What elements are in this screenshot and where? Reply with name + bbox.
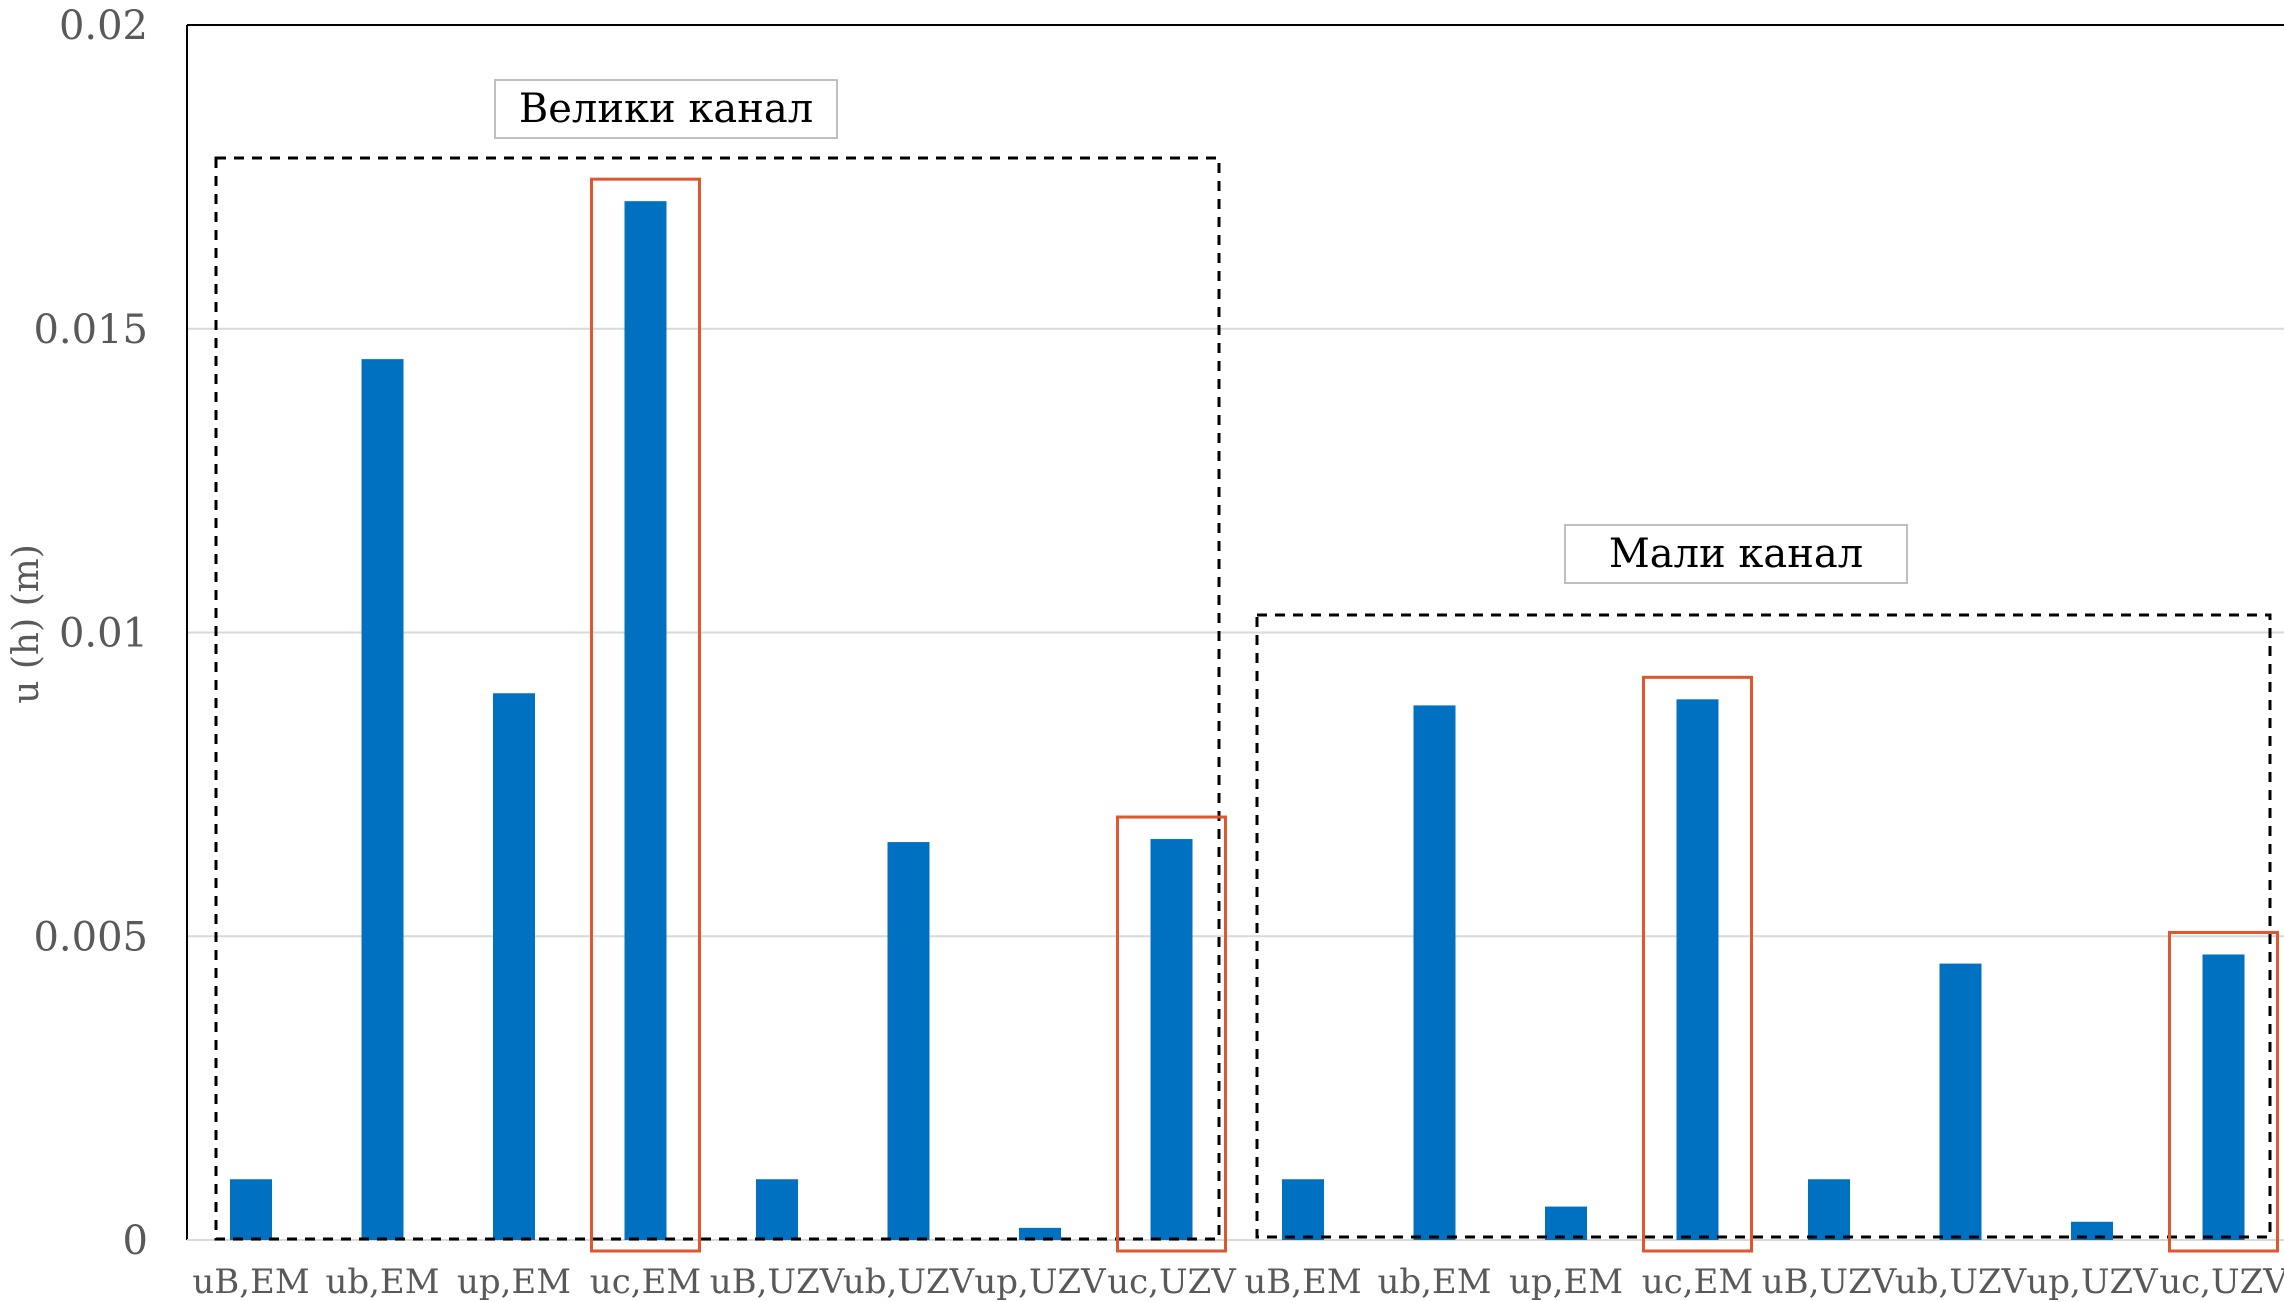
- x-tick-label: ub,UZV: [843, 1262, 976, 1302]
- y-axis-label: u (h) (m): [6, 544, 47, 704]
- group-box: [214, 156, 1221, 1241]
- group-box: [1255, 613, 2272, 1239]
- x-tick-label: uc,EM: [590, 1262, 701, 1302]
- bar: [1282, 1179, 1324, 1240]
- y-tick-label: 0: [123, 1218, 148, 1264]
- group-label-box: [494, 79, 838, 139]
- y-tick-label: 0.01: [59, 611, 148, 657]
- group-boxes: Велики канал Мали канал: [214, 79, 2272, 1241]
- x-tick-label: up,UZV: [974, 1262, 1107, 1302]
- highlight-boxes: [590, 177, 2279, 1253]
- x-tick-label: uc,UZV: [1107, 1262, 1237, 1302]
- x-tick-label: uB,EM: [1244, 1262, 1361, 1302]
- y-tick-label: 0.02: [59, 3, 148, 49]
- bar: [230, 1179, 272, 1240]
- bar: [1413, 705, 1456, 1240]
- y-tick-label: 0.015: [33, 307, 148, 353]
- bar: [1676, 699, 1719, 1240]
- group-label: Велики канал: [519, 86, 813, 132]
- bar: [2071, 1221, 2113, 1240]
- highlight-box: [1642, 675, 1753, 1253]
- x-tick-label: ub,EM: [1377, 1262, 1491, 1302]
- bar: [756, 1179, 798, 1240]
- x-tick-label: uc,UZV: [2159, 1262, 2284, 1302]
- axes: [186, 24, 2284, 1241]
- bars: [230, 201, 2245, 1240]
- x-tick-label: ub,EM: [325, 1262, 439, 1302]
- bar: [1019, 1227, 1061, 1240]
- x-tick-label: uB,UZV: [1762, 1262, 1898, 1302]
- bar: [361, 359, 404, 1240]
- group-label-box: [1564, 524, 1908, 584]
- highlight-box: [2168, 930, 2279, 1253]
- x-tick-label: uB,UZV: [710, 1262, 846, 1302]
- bar: [1150, 839, 1193, 1240]
- bar: [887, 842, 930, 1240]
- tick-labels: 0 0.005 0.01 0.015 0.02: [33, 3, 148, 1264]
- bar: [1545, 1206, 1587, 1240]
- x-tick-label: uB,EM: [192, 1262, 309, 1302]
- x-tick-label: up,EM: [1509, 1262, 1623, 1302]
- bar: [1939, 963, 1982, 1240]
- x-tick-label: ub,UZV: [1895, 1262, 2028, 1302]
- y-tick-label: 0.005: [33, 914, 148, 960]
- x-tick-label: up,UZV: [2026, 1262, 2159, 1302]
- bar: [2202, 954, 2245, 1240]
- bar: [624, 201, 667, 1240]
- gridlines: [187, 327, 2284, 938]
- x-tick-label: up,EM: [457, 1262, 571, 1302]
- highlight-box: [590, 177, 701, 1253]
- bar: [493, 693, 535, 1240]
- group-label: Мали канал: [1609, 531, 1863, 577]
- bar: [1808, 1179, 1850, 1240]
- x-tick-label: uc,EM: [1642, 1262, 1753, 1302]
- highlight-box: [1116, 815, 1227, 1253]
